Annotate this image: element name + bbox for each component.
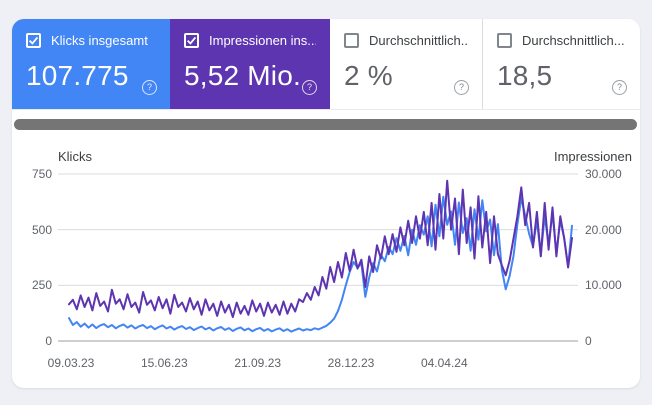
tile-average-position[interactable]: Durchschnittlich... 18,5 ?: [482, 19, 640, 109]
left-axis-tick: 0: [45, 334, 52, 348]
tile-header: Durchschnittlich...: [497, 33, 626, 48]
series-line-klicks: [68, 195, 573, 333]
x-axis-tick: 21.09.23: [234, 356, 282, 370]
help-icon[interactable]: ?: [612, 80, 627, 95]
tile-header: Durchschnittlich...: [344, 33, 468, 48]
right-axis-tick: 30.000: [585, 167, 622, 181]
checkbox-unchecked-icon[interactable]: [497, 33, 512, 48]
help-icon[interactable]: ?: [302, 80, 317, 95]
performance-card: Klicks insgesamt 107.775 ? Impressionen …: [12, 19, 640, 388]
tile-header: Impressionen ins...: [184, 33, 316, 48]
tile-average-ctr[interactable]: Durchschnittlich... 2 % ?: [330, 19, 482, 109]
checkbox-checked-icon[interactable]: [184, 33, 199, 48]
right-axis-tick: 0: [585, 334, 592, 348]
tile-value: 107.775: [26, 60, 129, 91]
x-axis-tick: 28.12.23: [327, 356, 375, 370]
series-line-impressionen: [68, 179, 573, 319]
right-axis-tick: 20.000: [585, 222, 622, 237]
tile-label: Impressionen ins...: [209, 33, 316, 48]
left-axis-tick: 500: [31, 222, 52, 237]
checkbox-checked-icon[interactable]: [26, 33, 41, 48]
left-axis-tick: 750: [31, 167, 52, 181]
x-axis-tick: 15.06.23: [140, 356, 188, 370]
help-icon[interactable]: ?: [454, 80, 469, 95]
tile-header: Klicks insgesamt: [26, 33, 156, 48]
right-axis-tick: 10.000: [585, 278, 622, 293]
tile-label: Durchschnittlich...: [522, 33, 625, 48]
tile-label: Klicks insgesamt: [51, 33, 148, 48]
tile-label: Durchschnittlich...: [369, 33, 468, 48]
tile-total-clicks[interactable]: Klicks insgesamt 107.775 ?: [12, 19, 170, 109]
left-axis-title: Klicks: [58, 149, 92, 164]
metric-tiles-row: Klicks insgesamt 107.775 ? Impressionen …: [12, 19, 640, 110]
chart-canvas[interactable]: [12, 19, 640, 388]
checkbox-unchecked-icon[interactable]: [344, 33, 359, 48]
tile-value: 18,5: [497, 60, 553, 91]
x-axis-tick: 09.03.23: [47, 356, 95, 370]
tiles-horizontal-scrollbar-thumb[interactable]: [14, 119, 637, 130]
tile-value: 2 %: [344, 60, 393, 91]
tile-total-impressions[interactable]: Impressionen ins... 5,52 Mio. ?: [170, 19, 330, 109]
right-axis-title: Impressionen: [553, 149, 632, 164]
x-axis-tick: 04.04.24: [420, 356, 468, 370]
left-axis-tick: 250: [31, 278, 52, 293]
tile-value: 5,52 Mio.: [184, 60, 301, 91]
help-icon[interactable]: ?: [142, 80, 157, 95]
